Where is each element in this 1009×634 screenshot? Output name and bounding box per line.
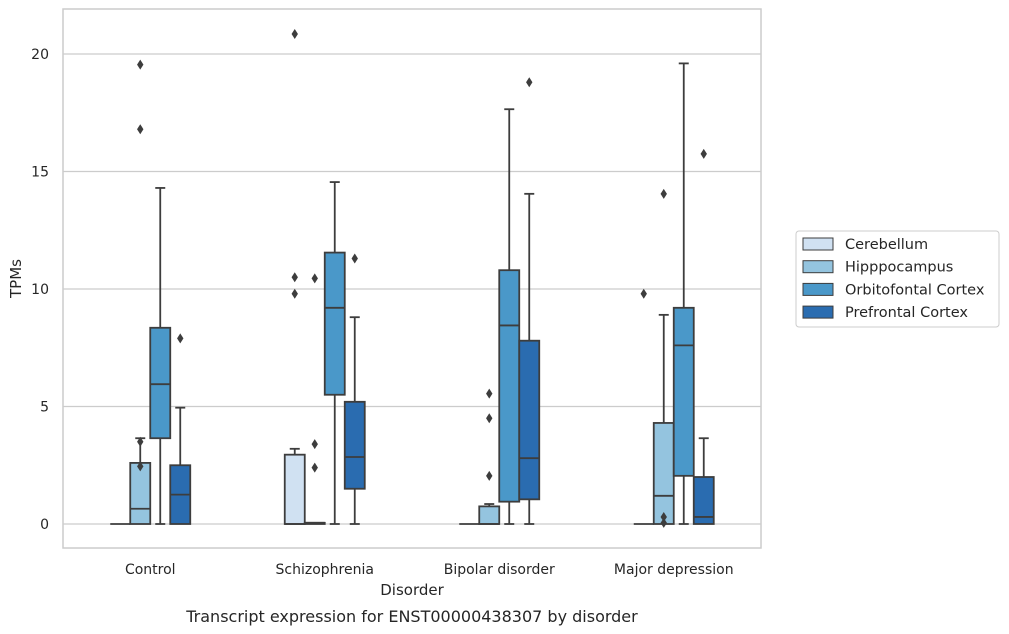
- plot-frame: [62, 8, 762, 549]
- outlier-point: [311, 439, 318, 450]
- outlier-point: [486, 413, 493, 424]
- legend-swatch: [802, 260, 834, 274]
- legend-label: Orbitofontal Cortex: [845, 282, 985, 298]
- legend-label: Cerebellum: [845, 237, 928, 253]
- outlier-point: [486, 470, 493, 481]
- box-group: [283, 29, 366, 525]
- box-group: [110, 59, 192, 525]
- legend-swatch: [802, 282, 834, 296]
- outlier-point: [660, 517, 667, 528]
- outlier-point: [351, 253, 358, 264]
- box-group: [459, 77, 541, 525]
- box: [672, 306, 695, 477]
- legend-label: Hipppocampus: [845, 260, 953, 276]
- legend-frame: [795, 230, 1000, 328]
- y-tick-label: 20: [31, 47, 49, 63]
- box: [343, 400, 366, 490]
- outlier-point: [311, 462, 318, 473]
- outlier-point: [137, 461, 144, 472]
- y-tick-labels: 0 5 10 15 20: [31, 47, 49, 533]
- x-tick-labels: Control Schizophrenia Bipolar disorder Majo…: [125, 562, 734, 578]
- box: [498, 269, 521, 503]
- y-tick-label: 5: [40, 400, 49, 416]
- box: [692, 476, 715, 525]
- legend-swatch: [802, 237, 834, 251]
- box: [149, 326, 172, 440]
- box: [283, 453, 306, 525]
- box-group: [633, 62, 715, 528]
- outlier-point: [311, 273, 318, 284]
- outlier-point: [137, 59, 144, 70]
- chart-caption: Transcript expression for ENST0000043830…: [185, 607, 638, 626]
- outlier-point: [640, 288, 647, 299]
- outlier-point: [137, 124, 144, 135]
- outlier-point: [660, 188, 667, 199]
- box: [129, 461, 152, 525]
- legend-label: Prefrontal Cortex: [845, 305, 968, 321]
- outlier-point: [291, 29, 298, 40]
- outlier-point: [700, 148, 707, 159]
- box-groups: [110, 29, 715, 528]
- plot-background: [63, 9, 761, 548]
- box: [323, 251, 346, 396]
- y-tick-label: 0: [40, 517, 49, 533]
- x-axis-label: Disorder: [380, 581, 444, 599]
- box: [652, 422, 675, 525]
- x-tick-label: Major depression: [614, 562, 734, 578]
- x-tick-label: Schizophrenia: [276, 562, 374, 578]
- outlier-point: [526, 77, 533, 88]
- y-tick-label: 10: [31, 282, 49, 298]
- x-tick-label: Bipolar disorder: [444, 562, 555, 578]
- outlier-point: [137, 436, 144, 447]
- box: [518, 339, 541, 501]
- y-axis-label: TPMs: [7, 259, 25, 299]
- y-tick-label: 15: [31, 165, 49, 181]
- outlier-point: [291, 288, 298, 299]
- outlier-point: [291, 272, 298, 283]
- outlier-point: [660, 511, 667, 522]
- outlier-point: [486, 388, 493, 399]
- x-tick-label: Control: [125, 562, 176, 578]
- legend-swatch: [802, 305, 834, 319]
- outlier-point: [177, 333, 184, 344]
- box: [478, 505, 501, 525]
- legend: Cerebellum Hipppocampus Orbitofontal Corte…: [795, 230, 1000, 328]
